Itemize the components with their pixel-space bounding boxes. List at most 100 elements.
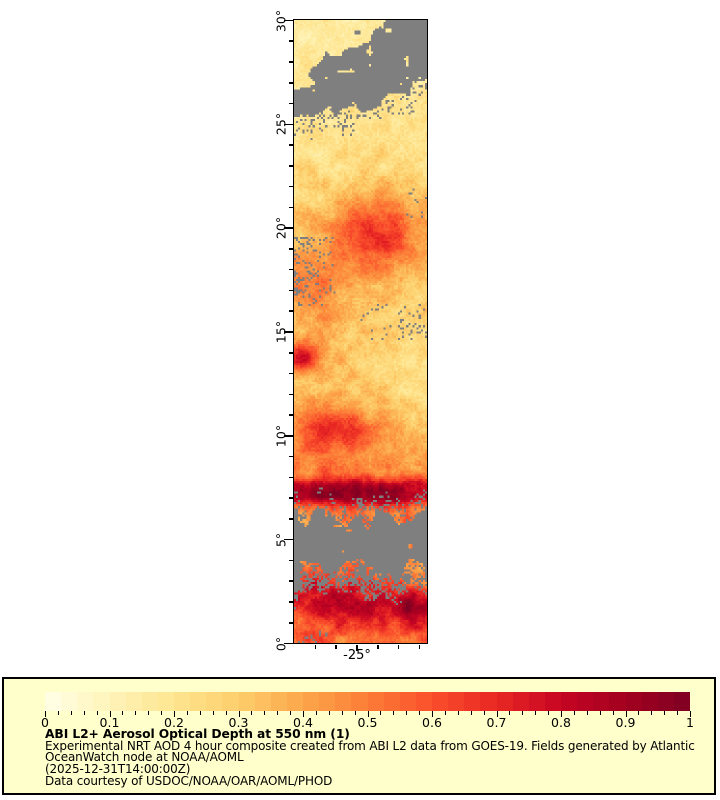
colorbar-minor-tick — [161, 711, 163, 715]
colorbar-segment — [319, 692, 336, 711]
legend-title: ABI L2+ Aerosol Optical Depth at 550 nm … — [45, 727, 350, 741]
colorbar-major-tick — [561, 711, 562, 717]
colorbar-tick-label: 0.4 — [293, 715, 313, 730]
colorbar-major-tick — [109, 711, 111, 717]
colorbar-tick-label: 0.1 — [99, 715, 120, 730]
colorbar-minor-tick — [122, 711, 124, 715]
colorbar-segment — [367, 692, 384, 711]
lat-minor-tick — [289, 82, 293, 84]
lat-minor-tick — [289, 61, 293, 63]
colorbar-minor-tick — [470, 711, 472, 715]
colorbar-tick-label: 0.3 — [228, 715, 249, 730]
colorbar-segment — [141, 692, 158, 711]
colorbar-segment — [577, 692, 594, 711]
lat-minor-tick — [289, 518, 293, 520]
lat-tick-label: 20° — [273, 217, 289, 240]
colorbar-tick-label: 0 — [41, 715, 49, 730]
colorbar-minor-tick — [599, 711, 601, 715]
map-plot — [293, 19, 428, 644]
colorbar-segment — [496, 692, 513, 711]
colorbar-minor-tick — [406, 711, 408, 715]
lat-tick-label: 30° — [273, 9, 289, 32]
colorbar-minor-tick — [186, 711, 188, 715]
colorbar-segment — [303, 692, 320, 711]
colorbar-segment — [222, 692, 239, 711]
lon-minor-tick — [418, 645, 421, 649]
lat-minor-tick — [289, 310, 293, 313]
colorbar-segment — [45, 692, 62, 711]
colorbar-segment — [351, 692, 368, 711]
legend-line-3: (2025-12-31T14:00:00Z) — [45, 762, 191, 777]
colorbar-minor-tick — [651, 711, 653, 715]
colorbar-minor-tick — [354, 711, 356, 715]
lat-minor-tick — [289, 206, 293, 209]
legend-caption: ABI L2+ Aerosol Optical Depth at 550 nm … — [45, 727, 695, 788]
lat-minor-tick — [289, 601, 293, 603]
lon-major-tick — [356, 645, 358, 651]
colorbar-minor-tick — [315, 711, 317, 715]
colorbar-segment — [528, 692, 545, 711]
lon-minor-tick — [335, 645, 338, 649]
lat-minor-tick — [289, 372, 293, 375]
colorbar-minor-tick — [612, 711, 614, 715]
colorbar-minor-tick — [664, 711, 666, 715]
lat-major-tick — [284, 538, 293, 541]
lat-major-tick — [284, 642, 293, 645]
colorbar-tick-label: 0.8 — [551, 715, 571, 730]
colorbar-minor-tick — [483, 711, 485, 715]
lat-tick-label: 10° — [273, 424, 289, 447]
colorbar-segment — [174, 692, 191, 711]
longitude-tick-label: -25° — [343, 648, 371, 663]
colorbar-segment — [561, 692, 578, 711]
lat-minor-tick — [289, 40, 293, 43]
colorbar-segment — [190, 692, 207, 711]
colorbar-segment — [270, 692, 287, 711]
colorbar-segment — [157, 692, 174, 711]
colorbar-major-tick — [45, 711, 46, 717]
colorbar-segment — [61, 692, 78, 711]
lat-minor-tick — [289, 102, 293, 105]
colorbar-major-tick — [496, 711, 498, 717]
colorbar-segment — [673, 692, 690, 711]
colorbar — [45, 692, 690, 711]
colorbar-segment — [77, 692, 94, 711]
colorbar-minor-tick — [212, 711, 214, 715]
colorbar-major-tick — [238, 711, 240, 717]
colorbar-segment — [464, 692, 481, 711]
colorbar-segment — [415, 692, 432, 711]
colorbar-segment — [432, 692, 449, 711]
colorbar-tick-label: 0.7 — [486, 715, 507, 730]
lat-minor-tick — [289, 455, 293, 458]
colorbar-tick-label: 0.9 — [615, 715, 636, 730]
colorbar-minor-tick — [225, 711, 227, 715]
lat-minor-tick — [289, 393, 293, 396]
colorbar-minor-tick — [328, 711, 330, 715]
colorbar-minor-tick — [264, 711, 266, 715]
colorbar-segment — [286, 692, 303, 711]
colorbar-segment — [625, 692, 642, 711]
colorbar-segment — [125, 692, 142, 711]
lat-major-tick — [284, 331, 293, 333]
colorbar-minor-tick — [393, 711, 395, 715]
legend-line-1: Experimental NRT AOD 4 hour composite cr… — [45, 738, 695, 753]
colorbar-minor-tick — [57, 711, 59, 715]
colorbar-segment — [641, 692, 658, 711]
lat-minor-tick — [289, 559, 293, 562]
colorbar-minor-tick — [380, 711, 382, 715]
colorbar-major-tick — [625, 711, 627, 717]
lat-minor-tick — [289, 414, 293, 416]
colorbar-minor-tick — [419, 711, 421, 715]
colorbar-minor-tick — [251, 711, 253, 715]
colorbar-minor-tick — [535, 711, 537, 715]
colorbar-minor-tick — [509, 711, 511, 715]
colorbar-tick-label: 0.2 — [164, 715, 184, 730]
colorbar-segment — [399, 692, 416, 711]
lat-minor-tick — [289, 144, 293, 146]
colorbar-segment — [383, 692, 400, 711]
legend-line-4: Data courtesy of USDOC/NOAA/OAR/AOML/PHO… — [45, 773, 333, 788]
lon-minor-tick — [314, 645, 317, 649]
colorbar-segment — [254, 692, 271, 711]
colorbar-minor-tick — [586, 711, 588, 715]
colorbar-minor-tick — [277, 711, 279, 715]
